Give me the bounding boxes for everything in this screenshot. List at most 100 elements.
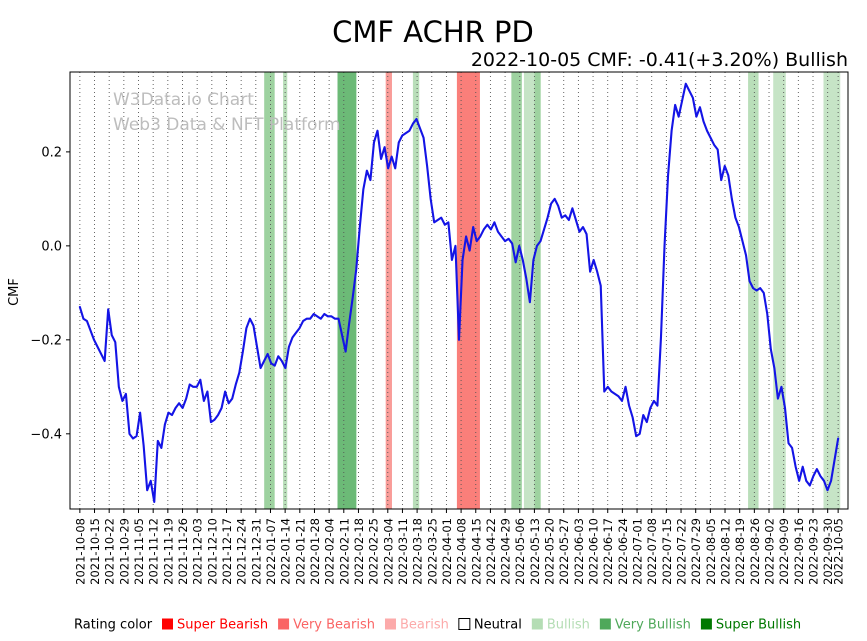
gridline-layer: [79, 72, 839, 509]
legend-swatch-neutral: [458, 618, 471, 630]
x-axis-ticks: 2021-10-08 2021-10-15 2021-10-22 2021-10-29…: [73, 509, 846, 585]
y-axis-label: CMF: [7, 278, 22, 306]
x-tick-label: 2022-08-19: [733, 518, 747, 585]
x-tick-label: 2022-07-22: [675, 518, 689, 585]
axes-layer: [69, 71, 849, 510]
x-tick-label: 2022-05-20: [543, 518, 557, 585]
x-tick-label: 2022-06-17: [601, 518, 615, 585]
x-tick-label: 2021-11-26: [176, 518, 190, 585]
legend-label-bullish: Bullish: [547, 618, 590, 633]
x-tick-label: 2022-01-28: [308, 518, 322, 585]
cmf-series-line: [78, 82, 840, 503]
x-tick-label: 2022-08-26: [748, 518, 762, 585]
legend-swatch-bearish: [384, 618, 396, 630]
legend-swatch-super-bullish: [700, 618, 712, 630]
page-title: CMF ACHR PD: [332, 15, 534, 49]
watermark: W3Data.io Chart Web3 Data & NFT Platform: [113, 90, 341, 135]
x-tick-label: 2022-09-09: [777, 518, 791, 585]
y-tick-label: −0.4: [30, 427, 62, 442]
rating-band-very-bearish: [456, 72, 480, 509]
rating-band-very-bullish: [337, 72, 357, 509]
watermark-line-2: Web3 Data & NFT Platform: [113, 115, 341, 135]
rating-band-bullish: [823, 72, 841, 509]
x-tick-label: 2021-12-03: [191, 518, 205, 585]
x-tick-label: 2022-02-11: [337, 518, 351, 585]
x-tick-label: 2022-05-13: [528, 518, 542, 585]
legend-label-bearish: Bearish: [400, 618, 449, 633]
x-tick-label: 2022-04-22: [484, 518, 498, 585]
x-tick-label: 2022-07-15: [660, 518, 674, 585]
x-tick-label: 2021-10-08: [73, 518, 87, 585]
legend-label-super-bearish: Super Bearish: [177, 618, 268, 633]
legend-swatch-very-bullish: [599, 618, 611, 630]
rating-band-bullish: [534, 72, 541, 509]
rating-band-bullish: [264, 72, 275, 509]
legend-swatch-very-bearish: [278, 618, 290, 630]
x-tick-label: 2021-12-24: [235, 518, 249, 585]
x-tick-label: 2022-07-01: [631, 518, 645, 585]
rating-band-bearish: [385, 72, 392, 509]
x-tick-label: 2021-12-17: [220, 518, 234, 585]
legend-label-neutral: Neutral: [474, 618, 522, 633]
x-tick-label: 2022-09-23: [807, 518, 821, 585]
x-tick-label: 2022-06-10: [587, 518, 601, 585]
x-tick-label: 2022-01-21: [293, 518, 307, 585]
watermark-line-1: W3Data.io Chart: [113, 90, 254, 110]
x-tick-label: 2022-07-08: [645, 518, 659, 585]
x-tick-label: 2022-01-07: [264, 518, 278, 585]
x-tick-label: 2022-03-25: [425, 518, 439, 585]
y-tick-label: 0.0: [41, 239, 62, 254]
x-tick-label: 2022-04-01: [440, 518, 454, 585]
x-tick-label: 2022-06-24: [616, 518, 630, 585]
rating-band-bullish: [748, 72, 759, 509]
x-tick-label: 2022-03-11: [396, 518, 410, 585]
x-tick-label: 2022-05-06: [513, 518, 527, 585]
legend-label-very-bullish: Very Bullish: [615, 618, 691, 633]
legend-label-very-bearish: Very Bearish: [293, 618, 375, 633]
x-tick-label: 2022-04-15: [469, 518, 483, 585]
x-tick-label: 2022-07-29: [689, 518, 703, 585]
x-tick-label: 2022-04-08: [455, 518, 469, 585]
x-tick-label: 2021-10-29: [117, 518, 131, 585]
x-tick-label: 2021-10-22: [103, 518, 117, 585]
x-tick-label: 2022-08-05: [704, 518, 718, 585]
x-tick-label: 2021-11-19: [161, 518, 175, 585]
x-tick-label: 2022-10-05: [832, 518, 846, 585]
x-tick-label: 2022-02-25: [367, 518, 381, 585]
rating-band-bullish: [412, 72, 420, 509]
x-tick-label: 2022-08-12: [719, 518, 733, 585]
legend: Rating color Super Bearish Very Bearish Bea…: [74, 618, 801, 633]
x-tick-label: 2021-11-05: [132, 518, 146, 585]
y-axis-ticks: 0.2 0.0 −0.2 −0.4: [30, 145, 70, 442]
x-tick-label: 2022-03-04: [381, 518, 395, 585]
x-tick-label: 2022-03-18: [411, 518, 425, 585]
rating-band-bullish: [283, 72, 288, 509]
y-tick-label: 0.2: [41, 145, 62, 160]
legend-title: Rating color: [74, 618, 153, 633]
x-tick-label: 2022-01-14: [279, 518, 293, 585]
rating-band-bullish: [511, 72, 522, 509]
x-tick-label: 2022-05-27: [557, 518, 571, 585]
x-tick-label: 2022-09-30: [821, 518, 835, 585]
x-tick-label: 2022-06-03: [572, 518, 586, 585]
x-tick-label: 2022-02-04: [323, 518, 337, 585]
x-tick-label: 2022-04-29: [499, 518, 513, 585]
plot-frame: [69, 71, 849, 510]
legend-swatch-super-bearish: [162, 618, 173, 630]
legend-swatch-bullish: [531, 618, 543, 630]
x-tick-label: 2021-11-12: [147, 518, 161, 585]
y-tick-label: −0.2: [30, 333, 62, 348]
x-tick-label: 2021-12-10: [205, 518, 219, 585]
rating-band-bullish: [773, 72, 786, 509]
chart-subtitle: 2022-10-05 CMF: -0.41(+3.20%) Bullish: [471, 49, 848, 71]
x-tick-label: 2022-09-16: [792, 518, 806, 585]
rating-band-bullish: [523, 72, 535, 509]
x-tick-label: 2021-12-31: [249, 518, 263, 585]
x-tick-label: 2022-02-18: [352, 518, 366, 585]
x-tick-label: 2022-09-02: [763, 518, 777, 585]
x-tick-label: 2021-10-15: [88, 518, 102, 585]
rating-band-layer: [264, 72, 841, 509]
legend-label-super-bullish: Super Bullish: [716, 618, 801, 633]
